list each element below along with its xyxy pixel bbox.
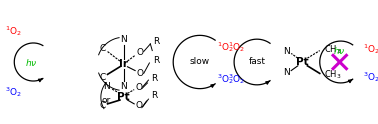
Text: C: C (100, 73, 106, 82)
Text: $^3$O$_2$: $^3$O$_2$ (363, 70, 378, 84)
Text: CH$_3$: CH$_3$ (324, 43, 341, 56)
Text: $^1$O$_2$: $^1$O$_2$ (5, 24, 22, 38)
Text: N: N (103, 82, 110, 91)
Text: CH$_3$: CH$_3$ (324, 68, 341, 81)
Text: O: O (135, 83, 143, 92)
Text: R: R (153, 56, 159, 65)
Text: O: O (135, 101, 143, 110)
Text: $^1$O$_2$: $^1$O$_2$ (363, 42, 378, 56)
Text: h$\nu$: h$\nu$ (333, 45, 346, 56)
Text: $^1$O$_2$: $^1$O$_2$ (217, 40, 234, 54)
Text: N: N (283, 47, 290, 56)
Text: h$\nu$: h$\nu$ (25, 57, 38, 67)
Text: fast: fast (248, 58, 265, 66)
Text: O: O (136, 48, 143, 57)
Text: $^3$O$_2$: $^3$O$_2$ (5, 86, 22, 99)
Text: Pt: Pt (296, 57, 309, 67)
Text: or: or (102, 96, 111, 105)
Text: N: N (120, 82, 127, 91)
Text: C: C (100, 44, 106, 53)
Text: slow: slow (190, 58, 210, 66)
Text: R: R (151, 74, 157, 83)
Text: $^3$O$_2$: $^3$O$_2$ (228, 72, 245, 86)
Text: Ir: Ir (119, 59, 128, 69)
Text: N: N (283, 68, 290, 77)
Text: O: O (136, 69, 143, 78)
Text: C: C (100, 101, 106, 110)
Text: R: R (151, 91, 157, 100)
Text: N: N (120, 35, 127, 44)
Text: $^3$O$_2$: $^3$O$_2$ (217, 72, 234, 86)
Text: $^1$O$_2$: $^1$O$_2$ (228, 40, 245, 54)
Text: Pt: Pt (118, 92, 130, 102)
Text: R: R (153, 37, 159, 46)
